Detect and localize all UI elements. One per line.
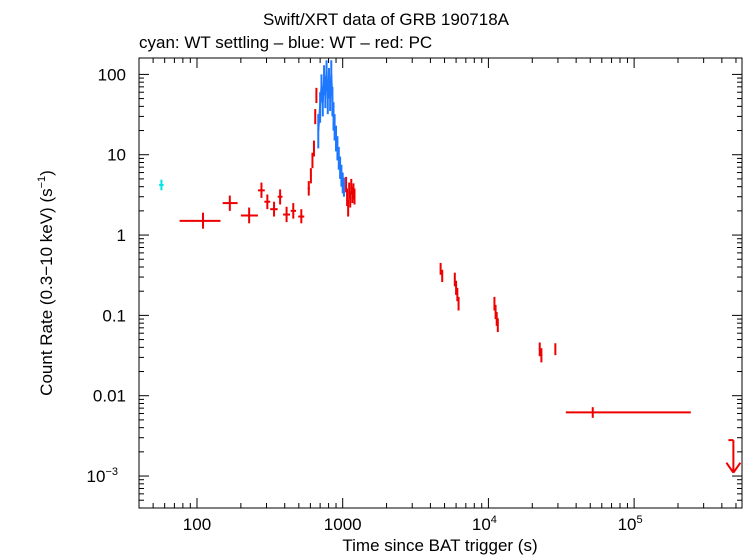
data-point [493, 296, 496, 311]
series-pc [179, 87, 742, 474]
data-point [348, 182, 351, 200]
data-point [345, 176, 348, 193]
data-point [349, 191, 352, 208]
y-tick-label-base: 0.01 [93, 387, 126, 406]
y-tick-label-base: 100 [98, 65, 126, 84]
upper-limit-head [725, 462, 735, 474]
y-tick-label: 0.1 [102, 306, 126, 325]
series-wt [317, 60, 345, 197]
y-tick-label: 100 [98, 65, 126, 84]
data-point [311, 152, 314, 169]
y-tick-label-base: 0.1 [102, 306, 126, 325]
x-tick-label-exp: 5 [637, 514, 643, 526]
x-tick-labels: 100 1000 104 105 [183, 514, 643, 534]
y-tick-label-base: 10 [87, 467, 106, 486]
data-point [159, 179, 164, 191]
data-point [456, 287, 459, 302]
x-tick-label-base: 1000 [324, 515, 362, 534]
chart-title: Swift/XRT data of GRB 190718A [263, 10, 510, 29]
x-tick-label-base: 10 [472, 515, 491, 534]
data-point [179, 212, 221, 229]
y-axis-label: Count Rate (0.3−10 keV) (s−1) [36, 170, 56, 396]
data-point [312, 140, 315, 157]
series-wt-settling [159, 179, 164, 191]
plot-frame [138, 57, 743, 509]
axis-ticks [138, 58, 742, 509]
y-axis-label-sup: −1 [36, 176, 48, 189]
data-point [257, 182, 265, 198]
data-point [270, 201, 278, 217]
x-axis-label: Time since BAT trigger (s) [342, 536, 537, 555]
y-tick-label: 10−3 [87, 466, 118, 486]
data-point [298, 209, 305, 224]
data-points [159, 60, 742, 474]
y-tick-label-base: 1 [117, 226, 126, 245]
data-point [283, 206, 291, 223]
data-point [290, 203, 296, 219]
y-axis-label-main: Count Rate (0.3−10 keV) (s [37, 188, 56, 395]
x-tick-label: 105 [618, 514, 643, 534]
x-tick-label: 104 [472, 514, 497, 534]
data-point [346, 188, 349, 206]
y-axis-label-close: ) [37, 170, 56, 176]
y-tick-label-base: 10 [107, 146, 126, 165]
x-tick-label: 1000 [324, 515, 362, 534]
data-point [554, 343, 557, 356]
y-tick-label: 10 [107, 146, 126, 165]
data-point [309, 168, 312, 184]
data-point [496, 318, 499, 333]
y-tick-label-exp: −3 [105, 466, 118, 478]
data-point [240, 207, 258, 224]
data-point [540, 348, 543, 363]
data-point [353, 188, 356, 205]
data-point [222, 195, 238, 211]
upper-limit-arrow [725, 439, 742, 474]
x-tick-label-base: 100 [183, 515, 211, 534]
x-tick-label: 100 [183, 515, 211, 534]
data-point [277, 189, 283, 205]
data-point [441, 269, 444, 283]
x-tick-label-exp: 4 [491, 514, 497, 526]
data-point [565, 407, 691, 418]
data-point [439, 262, 442, 275]
data-point [347, 199, 350, 217]
y-tick-label: 1 [117, 226, 126, 245]
data-point [538, 342, 541, 357]
x-tick-label-base: 10 [618, 515, 637, 534]
data-point [457, 296, 460, 311]
data-point [314, 109, 317, 125]
data-point [315, 87, 318, 104]
wt-curve [317, 71, 345, 187]
y-tick-label: 0.01 [93, 387, 126, 406]
upper-limit-head [732, 462, 742, 474]
data-point [264, 194, 271, 210]
data-point [453, 272, 456, 287]
data-point [307, 181, 310, 196]
chart-subtitle: cyan: WT settling – blue: WT – red: PC [139, 33, 432, 52]
